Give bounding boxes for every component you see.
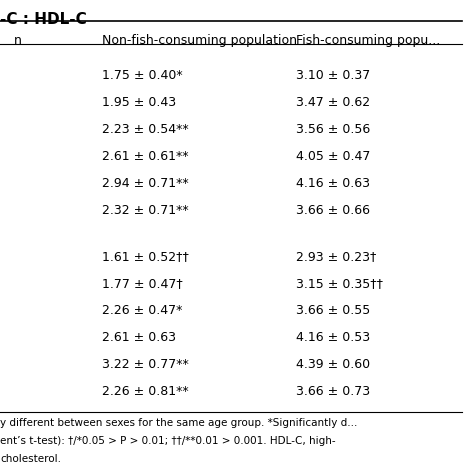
Text: Non-fish-consuming population: Non-fish-consuming population bbox=[101, 34, 297, 47]
Text: 1.95 ± 0.43: 1.95 ± 0.43 bbox=[101, 96, 176, 109]
Text: 2.23 ± 0.54**: 2.23 ± 0.54** bbox=[101, 123, 188, 136]
Text: -C : HDL-C: -C : HDL-C bbox=[0, 12, 87, 27]
Text: 2.93 ± 0.23†: 2.93 ± 0.23† bbox=[296, 250, 376, 263]
Text: 3.10 ± 0.37: 3.10 ± 0.37 bbox=[296, 69, 370, 82]
Text: n: n bbox=[14, 34, 22, 47]
Text: 4.16 ± 0.63: 4.16 ± 0.63 bbox=[296, 177, 370, 190]
Text: 4.05 ± 0.47: 4.05 ± 0.47 bbox=[296, 150, 370, 163]
Text: 1.75 ± 0.40*: 1.75 ± 0.40* bbox=[101, 69, 182, 82]
Text: 3.56 ± 0.56: 3.56 ± 0.56 bbox=[296, 123, 370, 136]
Text: 3.15 ± 0.35††: 3.15 ± 0.35†† bbox=[296, 277, 383, 290]
Text: 4.16 ± 0.53: 4.16 ± 0.53 bbox=[296, 331, 370, 344]
Text: Fish-consuming popu...: Fish-consuming popu... bbox=[296, 34, 440, 47]
Text: 3.66 ± 0.55: 3.66 ± 0.55 bbox=[296, 304, 370, 317]
Text: 1.61 ± 0.52††: 1.61 ± 0.52†† bbox=[101, 250, 189, 263]
Text: 4.39 ± 0.60: 4.39 ± 0.60 bbox=[296, 358, 370, 371]
Text: 3.47 ± 0.62: 3.47 ± 0.62 bbox=[296, 96, 370, 109]
Text: y different between sexes for the same age group. *Significantly d...: y different between sexes for the same a… bbox=[0, 418, 357, 428]
Text: 2.94 ± 0.71**: 2.94 ± 0.71** bbox=[101, 177, 188, 190]
Text: 2.26 ± 0.81**: 2.26 ± 0.81** bbox=[101, 385, 188, 398]
Text: 3.22 ± 0.77**: 3.22 ± 0.77** bbox=[101, 358, 188, 371]
Text: 2.32 ± 0.71**: 2.32 ± 0.71** bbox=[101, 204, 188, 217]
Text: 3.66 ± 0.73: 3.66 ± 0.73 bbox=[296, 385, 370, 398]
Text: 1.77 ± 0.47†: 1.77 ± 0.47† bbox=[101, 277, 182, 290]
Text: 2.61 ± 0.63: 2.61 ± 0.63 bbox=[101, 331, 176, 344]
Text: 2.26 ± 0.47*: 2.26 ± 0.47* bbox=[101, 304, 182, 317]
Text: 3.66 ± 0.66: 3.66 ± 0.66 bbox=[296, 204, 370, 217]
Text: ent’s t-test): †/*0.05 > P > 0.01; ††/**0.01 > 0.001. HDL-C, high-: ent’s t-test): †/*0.05 > P > 0.01; ††/**… bbox=[0, 436, 336, 446]
Text: 2.61 ± 0.61**: 2.61 ± 0.61** bbox=[101, 150, 188, 163]
Text: cholesterol.: cholesterol. bbox=[0, 454, 61, 464]
